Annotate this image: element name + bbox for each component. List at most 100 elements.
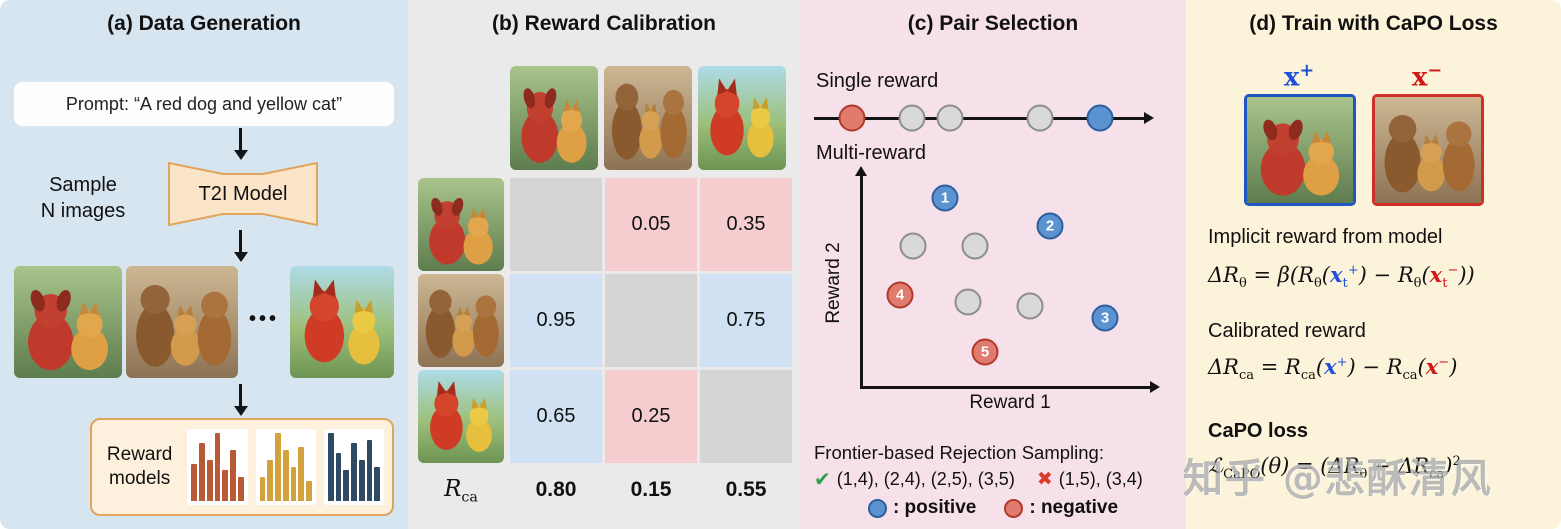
legend-negative: : negative: [1004, 497, 1118, 519]
matrix-cell: 0.35: [700, 178, 792, 271]
hist-bar: [222, 470, 229, 501]
frontier-sampling-label: Frontier-based Rejection Sampling:: [814, 442, 1104, 463]
hist-bar: [306, 480, 312, 501]
matrix-row-image-3: [418, 370, 504, 463]
panel-a-title: (a) Data Generation: [107, 12, 301, 35]
prompt-box: Prompt: “A red dog and yellow cat”: [14, 82, 394, 126]
sample-image-2: [126, 266, 238, 378]
scatter-point: [898, 104, 926, 132]
x-negative-label: x−: [1411, 60, 1443, 93]
panel-train-capo: (d) Train with CaPO Loss x+ x− Implicit …: [1186, 0, 1561, 529]
down-arrow-icon: [239, 384, 242, 406]
scatter-point: [1026, 104, 1054, 132]
hist-bar: [282, 450, 289, 501]
x-positive-label: x+: [1283, 60, 1315, 93]
panel-data-generation: (a) Data Generation Prompt: “A red dog a…: [0, 0, 408, 529]
matrix-cell-diagonal: [510, 178, 602, 271]
down-arrow-icon: [239, 128, 242, 150]
matrix-cell: 0.65: [510, 370, 602, 463]
check-icon: ✔: [814, 469, 831, 491]
reward-model-histogram-3: [323, 429, 385, 505]
rca-value-2: 0.15: [630, 478, 672, 501]
scatter-point-4: 4: [886, 281, 914, 309]
panel-b-title: (b) Reward Calibration: [491, 12, 717, 35]
rejected-pairs: (1,5), (3,4): [1058, 469, 1143, 489]
x-axis-label: Reward 1: [969, 392, 1051, 413]
panel-d-title: (d) Train with CaPO Loss: [1249, 12, 1498, 35]
rca-row-label: Rca: [444, 476, 478, 506]
scatter-point: [899, 232, 927, 260]
watermark: 知乎 @悲酥清风: [1183, 456, 1493, 502]
prompt-text: Prompt: “A red dog and yellow cat”: [65, 93, 343, 114]
implicit-reward-label: Implicit reward from model: [1208, 226, 1443, 248]
t2i-model-shape: [168, 162, 318, 226]
legend-positive: : positive: [867, 497, 976, 519]
reward-models-box: Reward models: [90, 418, 394, 516]
scatter-legend: : positive : negative: [800, 497, 1186, 519]
reward-model-histogram-2: [255, 429, 316, 505]
matrix-col-image-3: [698, 66, 786, 170]
sample-image-n: [290, 266, 394, 378]
accepted-pairs: (1,4), (2,4), (2,5), (3,5): [836, 469, 1015, 489]
ellipsis-dots: •••: [248, 308, 279, 330]
matrix-row-image-1: [418, 178, 504, 271]
calibration-matrix: 0.05 0.35 0.95 0.75 0.65 0.25: [510, 178, 792, 463]
scatter-point: [838, 104, 866, 132]
scatter-point-3: 3: [1091, 304, 1119, 332]
panel-reward-calibration: (b) Reward Calibration 0.05 0.35 0.95 0.…: [408, 0, 800, 529]
capo-loss-label: CaPO loss: [1208, 420, 1309, 442]
y-axis-label: Reward 2: [823, 242, 844, 324]
matrix-col-image-1: [510, 66, 598, 170]
sample-n-images-label: Sample N images: [40, 174, 126, 222]
hist-bar: [351, 443, 357, 501]
sample-image-1: [14, 266, 122, 378]
hist-bar: [335, 453, 342, 501]
hist-bar: [358, 460, 365, 501]
matrix-row-image-2: [418, 274, 504, 367]
hist-bar: [191, 463, 198, 501]
matrix-cell-diagonal: [605, 274, 697, 367]
panel-c-title: (c) Pair Selection: [907, 12, 1079, 35]
matrix-cell-diagonal: [700, 370, 792, 463]
multi-reward-label: Multi-reward: [816, 142, 927, 164]
matrix-cell: 0.95: [510, 274, 602, 367]
negative-dot-icon: [1004, 498, 1024, 518]
hist-bar: [374, 467, 381, 501]
cross-icon: ✖: [1036, 469, 1053, 490]
hist-bar: [206, 460, 213, 501]
scatter-point: [1086, 104, 1114, 132]
hist-bar: [199, 443, 205, 501]
single-reward-label: Single reward: [816, 70, 939, 92]
rca-value-1: 0.80: [535, 478, 577, 501]
rca-values-row: 0.80 0.15 0.55: [510, 478, 792, 502]
hist-bar: [366, 439, 373, 501]
scatter-point: [1016, 292, 1044, 320]
negative-image: [1372, 94, 1484, 206]
matrix-cell: 0.75: [700, 274, 792, 367]
hist-bar: [214, 433, 221, 501]
scatter-point-5: 5: [971, 338, 999, 366]
calibrated-reward-label: Calibrated reward: [1208, 320, 1366, 342]
capo-loss-formula: ℒCaPO(θ) = (ΔRθ − ΔRca)2: [1208, 454, 1461, 483]
panel-pair-selection: (c) Pair Selection Single reward Multi-r…: [800, 0, 1186, 529]
pairs-row: ✔ (1,4), (2,4), (2,5), (3,5) ✖ (1,5), (3…: [814, 467, 1143, 492]
y-axis: [860, 176, 863, 388]
hist-bar: [275, 433, 281, 501]
calibrated-reward-formula: ΔRca = Rca(x+) − Rca(x−): [1208, 354, 1458, 384]
hist-bar: [290, 467, 297, 501]
rca-value-3: 0.55: [725, 478, 767, 501]
matrix-col-image-2: [604, 66, 692, 170]
hist-bar: [343, 470, 350, 501]
scatter-point: [936, 104, 964, 132]
scatter-point: [954, 288, 982, 316]
positive-image: [1244, 94, 1356, 206]
single-reward-axis: [814, 117, 1144, 120]
x-axis: [860, 386, 1150, 389]
hist-bar: [230, 450, 236, 501]
reward-model-histogram-1: [187, 429, 248, 505]
t2i-model-label: T2I Model: [198, 182, 288, 205]
hist-bar: [298, 446, 305, 501]
implicit-reward-formula: ΔRθ = β(Rθ(xt+) − Rθ(xt−)): [1208, 262, 1475, 292]
scatter-point-1: 1: [931, 184, 959, 212]
reward-models-label: Reward models: [106, 444, 173, 489]
